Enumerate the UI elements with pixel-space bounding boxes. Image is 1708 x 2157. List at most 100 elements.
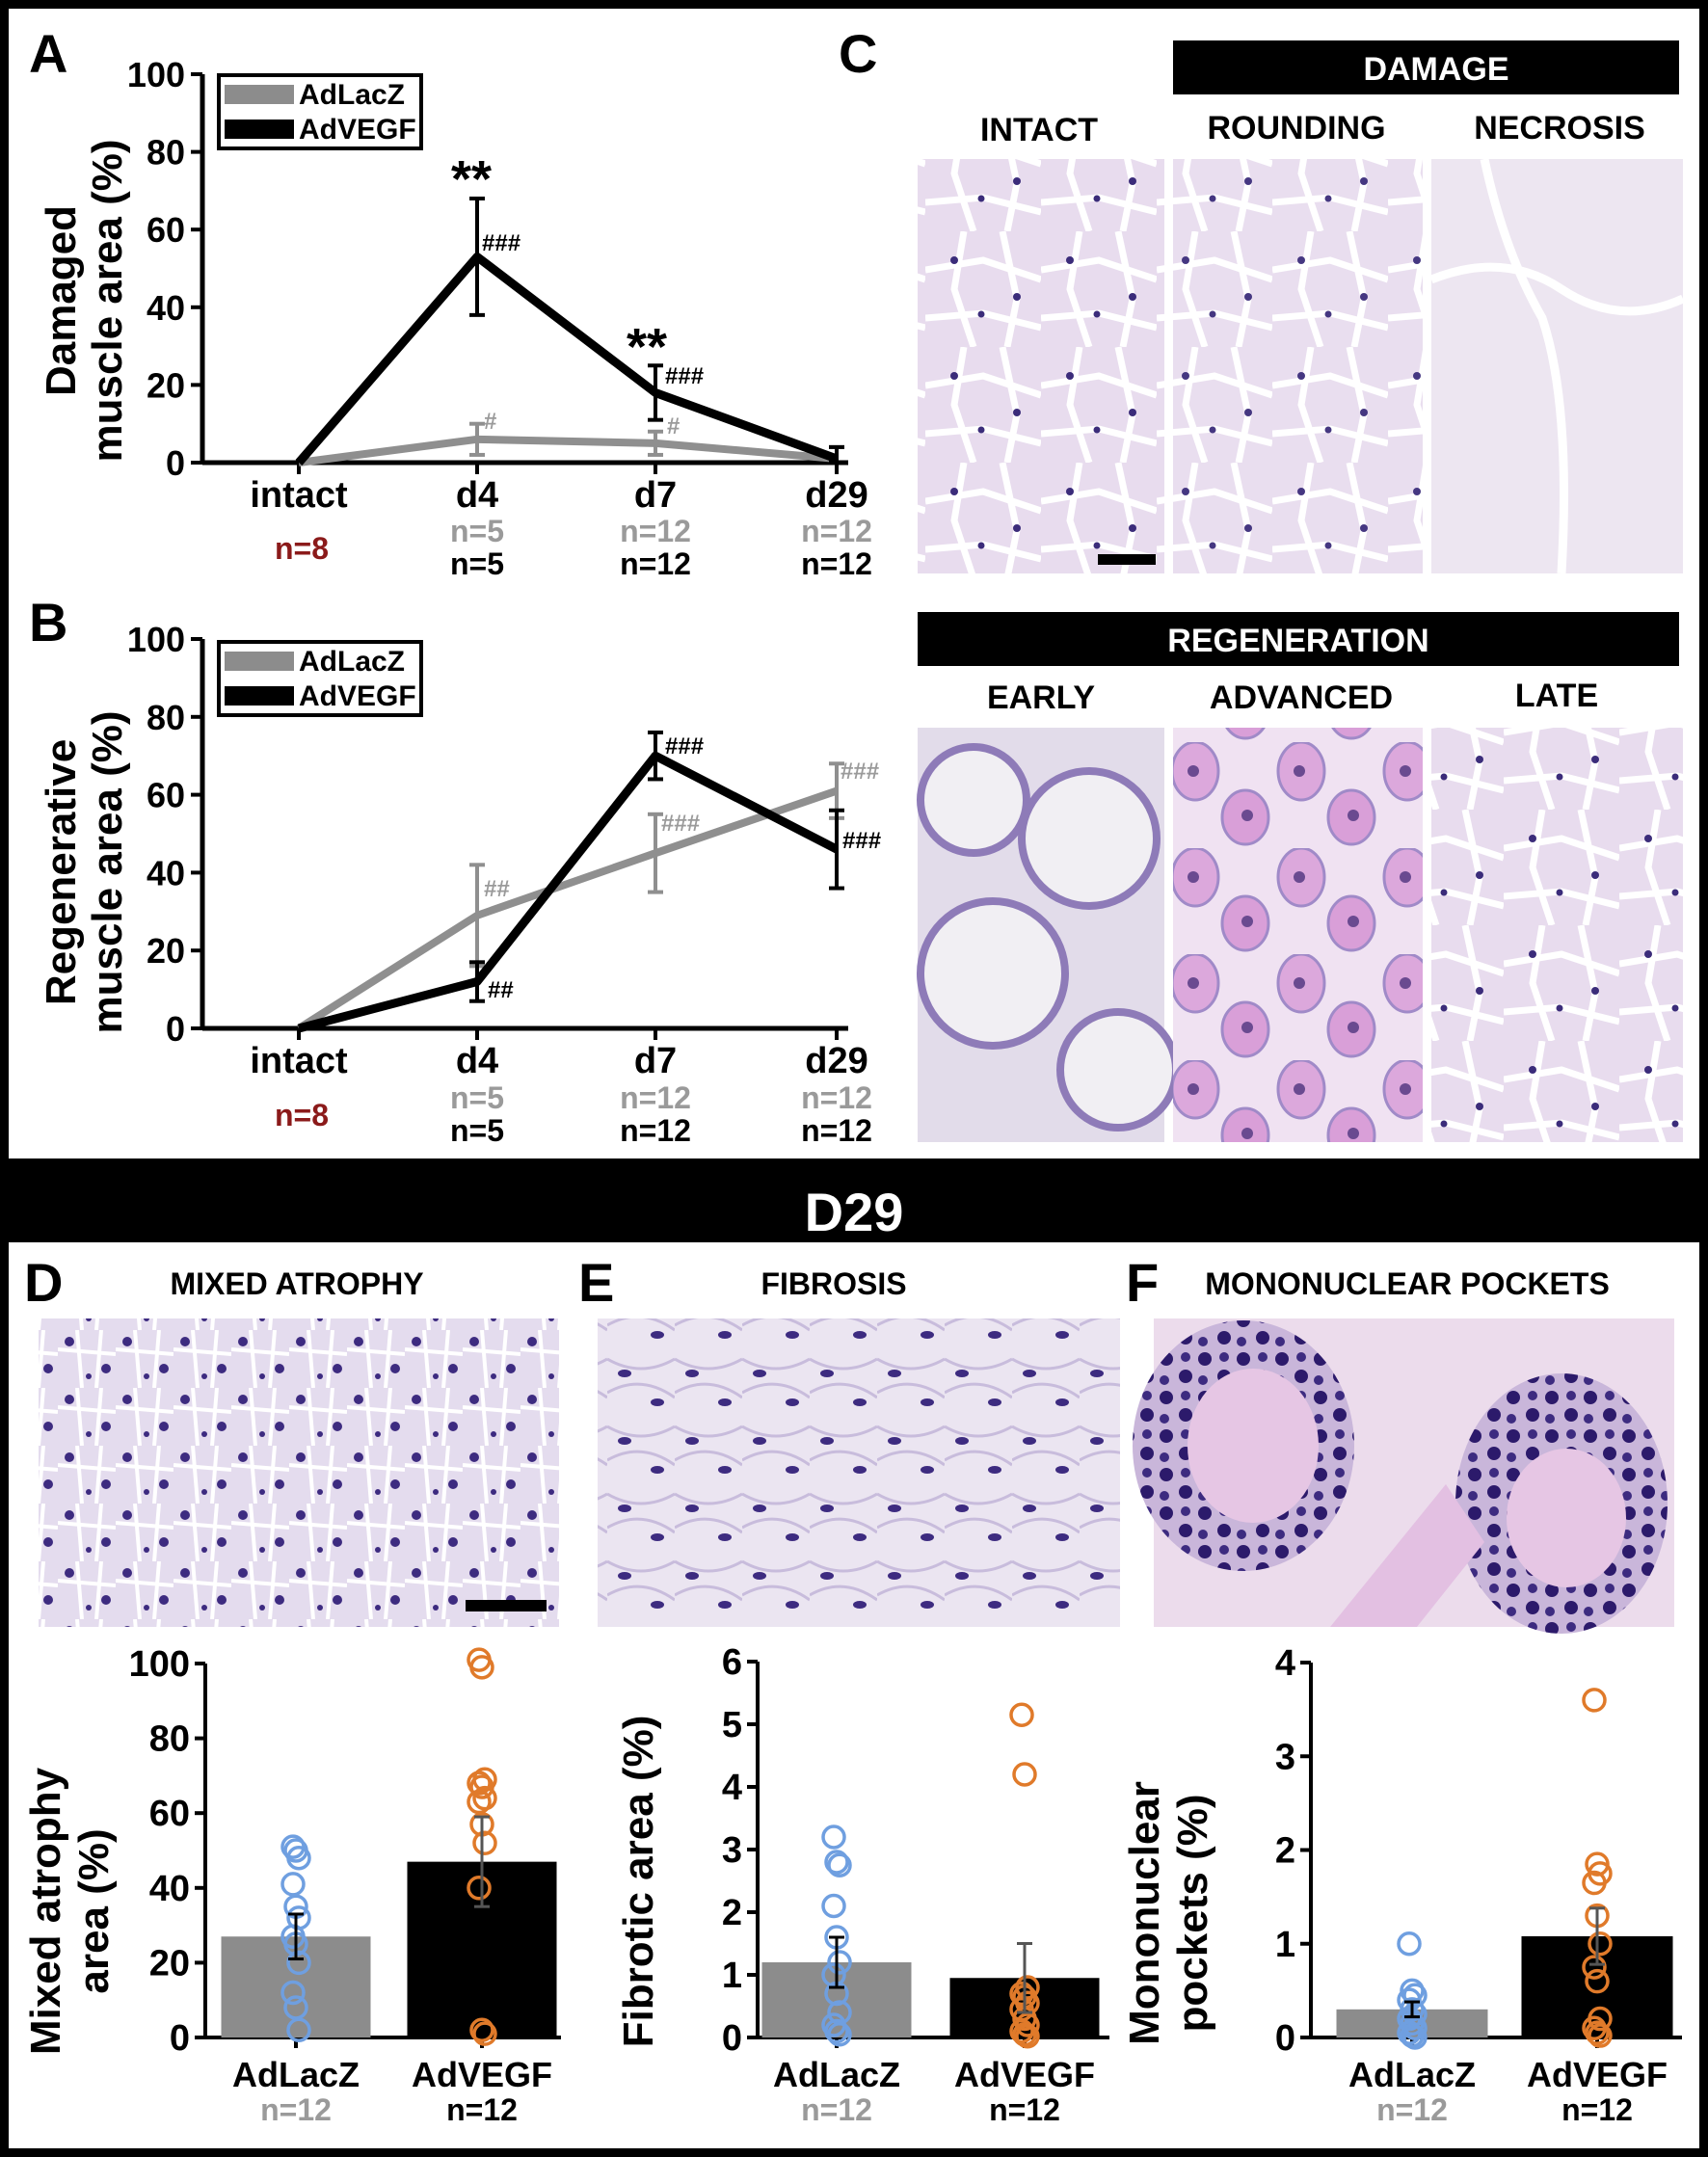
panel-c: C DAMAGE INTACT ROUNDING NECROSIS REGENE… — [839, 23, 1685, 1142]
ylabel-a-line2: muscle area (%) — [84, 139, 131, 462]
data-point — [472, 2021, 497, 2046]
y-tick-label: 6 — [722, 1642, 742, 1683]
scale-bar-d — [466, 1600, 547, 1611]
y-tick-label: 0 — [170, 2018, 190, 2059]
panel-f: F MONONUCLEAR POCKETS Mononuclear pocket… — [1121, 1252, 1682, 2127]
y-tick-label: 60 — [149, 1794, 190, 1834]
x-tick-label: d7 — [634, 1041, 677, 1081]
y-tick-label: 3 — [722, 1830, 742, 1871]
y-tick-label: 80 — [149, 1719, 190, 1760]
n-gray-d7-b: n=12 — [620, 1080, 691, 1115]
x-tick-label: intact — [250, 1041, 348, 1081]
label-rounding: ROUNDING — [1207, 110, 1385, 146]
legend-label-adlacz: AdLacZ — [299, 79, 405, 111]
data-point — [469, 1774, 494, 1799]
histology-rounding — [1173, 159, 1423, 573]
n-d-advegf: n=12 — [446, 2092, 518, 2127]
n-black-d29-a: n=12 — [801, 546, 872, 581]
data-point — [286, 2017, 311, 2042]
annot-b-gray-d4: ## — [484, 876, 510, 902]
y-tick-label: 40 — [147, 288, 185, 328]
y-tick-label: 100 — [129, 1644, 190, 1685]
n-black-d4-a: n=5 — [450, 546, 504, 581]
ylabel-a-line1: Damaged — [38, 205, 85, 396]
data-point — [1582, 1955, 1607, 1980]
damage-header: DAMAGE — [1363, 51, 1508, 88]
y-tick-label: 20 — [149, 1943, 190, 1984]
legend-label-advegf: AdVEGF — [299, 114, 416, 146]
data-point — [1397, 1931, 1422, 1957]
n-gray-d29-b: n=12 — [801, 1080, 872, 1115]
n-gray-d7-a: n=12 — [620, 514, 691, 548]
y-tick-label: 100 — [127, 55, 185, 94]
y-tick-label: 100 — [127, 620, 185, 659]
data-point — [469, 1655, 494, 1680]
axes-e: 0 1 2 3 4 5 6 — [722, 1642, 1109, 2059]
data-point — [1397, 2020, 1422, 2045]
histology-fibrosis — [598, 1318, 1120, 1627]
axes-f: 0 1 2 3 4 — [1275, 1643, 1682, 2059]
n-black-d29-b: n=12 — [801, 1113, 872, 1148]
y-tick-label: 60 — [147, 210, 185, 250]
n-gray-d29-a: n=12 — [801, 514, 872, 548]
n-e-adlacz: n=12 — [801, 2092, 872, 2127]
legend-swatch-advegf — [225, 120, 294, 139]
data-point — [286, 1846, 311, 1871]
group-label-d-advegf: AdVEGF — [412, 2055, 552, 2094]
data-point — [824, 1850, 849, 1875]
data-point — [1012, 1762, 1037, 1787]
annot-b-black-d29: ### — [842, 828, 881, 854]
annot-hash-gray-d7: # — [667, 413, 680, 439]
axes-a: 0 20 40 60 80 100 intact d4 d7 d29 — [127, 55, 868, 516]
group-label-e-adlacz: AdLacZ — [773, 2055, 900, 2094]
x-tick-label: d7 — [634, 475, 677, 516]
ylabel-f-line1: Mononuclear — [1121, 1781, 1168, 2045]
n-f-adlacz: n=12 — [1376, 2092, 1448, 2127]
y-tick-label: 20 — [147, 931, 185, 971]
ylabel-f-line2: pockets (%) — [1169, 1795, 1216, 2033]
ylabel-b-line1: Regenerative — [38, 739, 85, 1005]
d29-header-bar — [9, 1175, 1699, 1242]
data-point — [472, 1830, 497, 1855]
legend-label-adlacz-b: AdLacZ — [299, 646, 405, 678]
panel-a: A Damaged muscle area (%) 0 20 40 60 80 100 in… — [29, 23, 872, 581]
data-point — [1582, 1688, 1607, 1713]
group-label-f-advegf: AdVEGF — [1527, 2055, 1668, 2094]
histology-late — [1431, 728, 1683, 1142]
y-tick-label: 40 — [147, 853, 185, 892]
label-intact: INTACT — [980, 112, 1098, 148]
annot-hash-black-d7: ### — [665, 363, 704, 389]
y-tick-label: 2 — [1275, 1831, 1295, 1872]
data-point — [821, 1893, 846, 1919]
y-tick-label: 60 — [147, 776, 185, 815]
y-tick-label: 80 — [147, 133, 185, 173]
group-label-f-adlacz: AdLacZ — [1348, 2055, 1476, 2094]
data-point — [1015, 2023, 1040, 2049]
n-gray-d4-a: n=5 — [450, 514, 504, 548]
label-necrosis: NECROSIS — [1474, 110, 1645, 146]
annot-b-black-d4: ## — [488, 977, 514, 1003]
data-point — [827, 2022, 852, 2047]
histology-intact — [918, 159, 1164, 573]
data-point — [827, 1852, 852, 1877]
data-point — [286, 1950, 311, 1976]
legend-a: AdLacZ AdVEGF — [217, 73, 423, 150]
data-point — [1588, 1931, 1613, 1957]
annot-star-d7: ** — [627, 318, 667, 376]
panel-letter-e: E — [578, 1252, 614, 1313]
y-tick-label: 1 — [722, 1956, 742, 1996]
x-tick-label: intact — [250, 475, 348, 516]
n-f-advegf: n=12 — [1561, 2092, 1633, 2127]
regeneration-header-bar — [918, 612, 1679, 666]
histology-advanced — [1173, 728, 1423, 1142]
ylabel-b-line2: muscle area (%) — [84, 710, 131, 1033]
legend-label-advegf-b: AdVEGF — [299, 680, 416, 712]
n-d-adlacz: n=12 — [260, 2092, 332, 2127]
y-tick-label: 0 — [166, 443, 185, 483]
n-gray-d4-b: n=5 — [450, 1080, 504, 1115]
title-d: MIXED ATROPHY — [170, 1266, 423, 1301]
data-point — [1582, 1870, 1607, 1896]
label-early: EARLY — [987, 679, 1095, 716]
y-tick-label: 0 — [1275, 2018, 1295, 2059]
bottom-frame — [0, 1166, 1708, 2157]
